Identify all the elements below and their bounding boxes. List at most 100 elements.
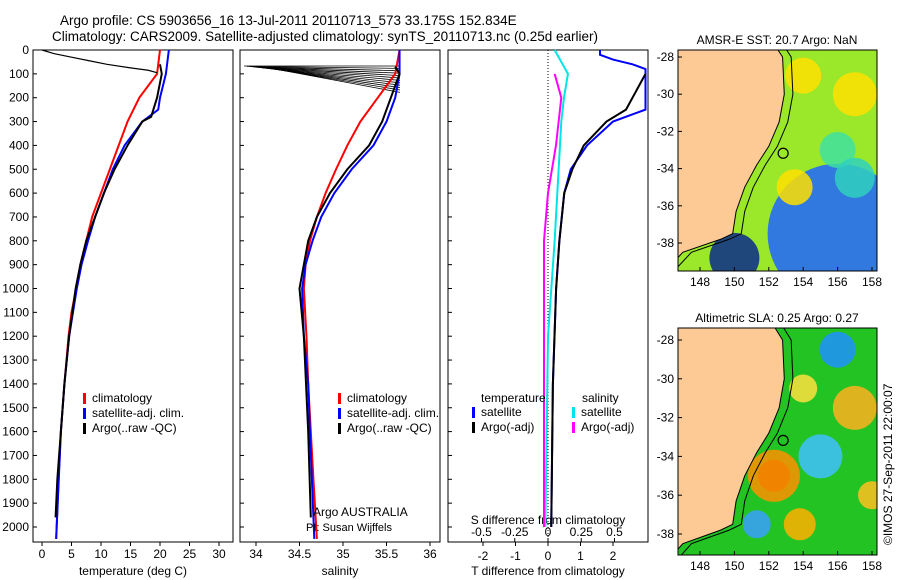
depth-tick-label: 100 — [9, 67, 29, 81]
depth-tick-label: 1600 — [2, 425, 29, 439]
lat-tick-label: -30 — [657, 87, 675, 101]
field-anomaly — [747, 449, 800, 502]
sdiff-tick-label: 0 — [545, 525, 552, 539]
sal-label: 35 — [336, 547, 350, 561]
argo-float-marker — [777, 434, 789, 446]
field-anomaly — [798, 434, 843, 479]
legend-label-s2: Argo(..raw -QC) — [347, 421, 432, 435]
depth-tick-label: 1100 — [3, 305, 29, 319]
legend-label-s1: satellite-adj. clim. — [347, 406, 439, 420]
legend-label-s0: climatology — [347, 391, 407, 405]
legend-swatch — [338, 423, 341, 434]
lat-tick-label: -28 — [657, 50, 675, 64]
temp-label: 15 — [124, 547, 138, 561]
sal-series-2 — [298, 66, 401, 518]
temp-series-2 — [54, 64, 163, 518]
legend-label-dt1: Argo(-adj) — [481, 420, 534, 434]
sal-series-1 — [301, 50, 401, 539]
field-anomaly — [819, 331, 856, 368]
depth-tick-label: 800 — [9, 234, 29, 248]
legend-swatch — [572, 422, 575, 433]
legend-header-temperature: temperature — [481, 391, 546, 405]
field-anomaly — [858, 481, 877, 510]
legend-swatch — [83, 393, 86, 404]
sla-map: Altimetric SLA: 0.25 Argo: 0.27 148 150 152… — [657, 311, 883, 573]
temp-label: 20 — [153, 547, 167, 561]
imos-credit: ©IMOS 27-Sep-2011 22:00:07 — [881, 383, 895, 545]
depth-tick-label: 1300 — [2, 353, 29, 367]
sal-label: 34 — [249, 547, 263, 561]
salinity-plot — [239, 49, 441, 543]
diff-series-1 — [550, 73, 647, 528]
annotation-institution: Argo AUSTRALIA — [313, 505, 408, 519]
field-anomaly — [785, 57, 822, 94]
legend-swatch — [472, 422, 475, 433]
lon-tick-label: 150 — [724, 275, 744, 289]
lat-tick-label: -34 — [657, 162, 675, 176]
temp-label: 5 — [68, 547, 75, 561]
temp-label: 10 — [94, 547, 108, 561]
lat-tick-label: -30 — [657, 372, 675, 386]
field-anomaly — [819, 132, 856, 168]
lon-tick-label: 152 — [759, 275, 779, 289]
temp-label: 30 — [212, 547, 226, 561]
lon-tick-label: 156 — [828, 275, 848, 289]
legend-label-t1: satellite-adj. clim. — [92, 406, 184, 420]
depth-tick-label: 2000 — [2, 520, 29, 534]
tdiff-label: 1 — [577, 549, 584, 563]
depth-tick-label: 400 — [9, 138, 29, 152]
depth-tick-label: 700 — [9, 210, 29, 224]
lat-tick-label: -32 — [657, 411, 675, 425]
map-frame — [677, 49, 878, 272]
depth-tick-label: 1700 — [2, 448, 29, 462]
lon-tick-label: 154 — [793, 275, 813, 289]
depth-tick-label: 200 — [9, 91, 29, 105]
lon-tick-label: 152 — [759, 559, 779, 573]
depth-tick-label: 1000 — [2, 282, 29, 296]
legend-label-ds1: Argo(-adj) — [581, 420, 634, 434]
lat-tick-label: -38 — [657, 236, 675, 250]
tdiff-xlabel: T difference from climatology — [471, 564, 625, 578]
depth-tick-label: 1800 — [2, 472, 29, 486]
lon-tick-label: 150 — [724, 559, 744, 573]
sal-raw-dash — [255, 66, 401, 76]
field-anomaly — [709, 232, 760, 271]
legend-swatch — [338, 408, 341, 419]
lat-tick-label: -38 — [657, 527, 675, 541]
lat-tick-label: -32 — [657, 124, 675, 138]
legend-label-t0: climatology — [92, 391, 152, 405]
lon-tick-label: 148 — [690, 275, 710, 289]
lon-tick-label: 158 — [862, 275, 882, 289]
land-australia — [678, 50, 785, 271]
legend-swatch — [83, 423, 86, 434]
sdiff-tick-label: -0.5 — [471, 525, 492, 539]
title-line-1: Argo profile: CS 5903656_16 13-Jul-2011 … — [60, 13, 517, 28]
temp-xlabel: temperature (deg C) — [79, 564, 187, 578]
legend-swatch — [472, 407, 475, 418]
sal-label: 34.5 — [288, 547, 312, 561]
sal-label: 35.5 — [375, 547, 399, 561]
diff-series-2 — [544, 49, 569, 528]
depth-tick-label: 500 — [9, 162, 29, 176]
tdiff-label: 2 — [610, 549, 617, 563]
lat-tick-label: -36 — [657, 199, 675, 213]
lon-tick-label: 148 — [690, 559, 710, 573]
map-title: AMSR-E SST: 20.7 Argo: NaN — [697, 33, 858, 47]
field-anomaly — [832, 72, 877, 117]
depth-tick-label: 600 — [9, 186, 29, 200]
map-frame — [677, 327, 878, 556]
sal-xlabel: salinity — [322, 564, 359, 578]
field-anomaly — [776, 169, 813, 206]
lon-tick-label: 154 — [793, 559, 813, 573]
lon-tick-label: 156 — [828, 559, 848, 573]
lon-tick-label: 158 — [862, 559, 882, 573]
legend-header-salinity: salinity — [582, 391, 619, 405]
tdiff-label: -1 — [510, 549, 521, 563]
legend-swatch — [83, 408, 86, 419]
legend-label-dt0: satellite — [481, 405, 522, 419]
sal-raw-dash — [258, 67, 401, 79]
legend-swatch — [338, 393, 341, 404]
depth-tick-label: 1200 — [2, 329, 29, 343]
sdiff-xlabel: S difference from climatology — [471, 513, 626, 527]
